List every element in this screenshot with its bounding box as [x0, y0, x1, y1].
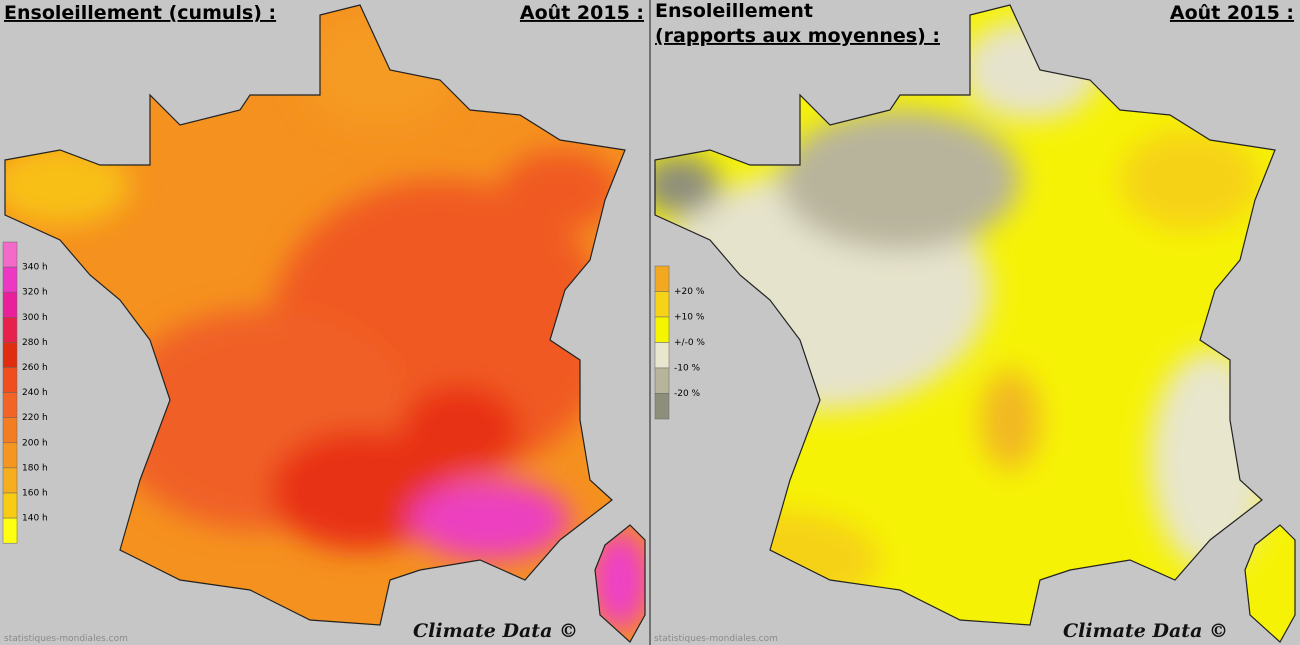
legend-label: -10 %	[674, 364, 701, 374]
legend-swatch	[654, 393, 670, 420]
right-watermark: statistiques-mondiales.com	[654, 634, 778, 644]
right-credit: Climate Data ©	[1063, 620, 1228, 642]
legend-swatch	[2, 367, 18, 393]
legend-swatch	[2, 291, 18, 318]
legend-label: -20 %	[674, 389, 701, 399]
legend-label: 180 h	[22, 463, 48, 473]
legend-label: 240 h	[22, 388, 48, 398]
left-date: Août 2015 :	[520, 2, 644, 24]
legend-swatch	[654, 265, 670, 292]
legend-swatch	[2, 467, 18, 494]
legend-label: 280 h	[22, 338, 48, 348]
left-watermark: statistiques-mondiales.com	[4, 634, 128, 644]
right-date: Août 2015 :	[1170, 2, 1294, 24]
legend-label: 300 h	[22, 313, 48, 323]
legend-swatch	[2, 517, 18, 544]
legend-label: 340 h	[22, 263, 48, 273]
left-title: Ensoleillement (cumuls) :	[4, 2, 276, 24]
legend-label: +20 %	[674, 287, 705, 297]
legend-label: 260 h	[22, 363, 48, 373]
legend-label: +10 %	[674, 313, 705, 323]
legend-label: 140 h	[22, 514, 48, 524]
legend-swatch	[2, 417, 18, 444]
right-title-line: (rapports aux moyennes) :	[655, 25, 940, 47]
legend-swatch	[654, 316, 670, 343]
legend-swatch	[2, 317, 18, 343]
right-map	[654, 4, 1296, 643]
legend-label: 200 h	[22, 438, 48, 448]
legend-swatch	[654, 291, 670, 318]
legend-label: 320 h	[22, 288, 48, 298]
legend-label: +/-0 %	[674, 338, 705, 348]
legend-swatch	[2, 241, 18, 268]
legend-swatch	[2, 392, 18, 418]
legend-swatch	[2, 342, 18, 368]
legend-swatch	[2, 442, 18, 469]
legend-swatch	[2, 492, 18, 519]
legend-label: 160 h	[22, 489, 48, 499]
legend-swatch	[2, 266, 18, 293]
right-title-line: Ensoleillement	[655, 0, 813, 22]
legend-swatch	[654, 342, 670, 369]
legend-swatch	[654, 367, 670, 394]
legend-label: 220 h	[22, 413, 48, 423]
left-credit: Climate Data ©	[413, 620, 578, 642]
